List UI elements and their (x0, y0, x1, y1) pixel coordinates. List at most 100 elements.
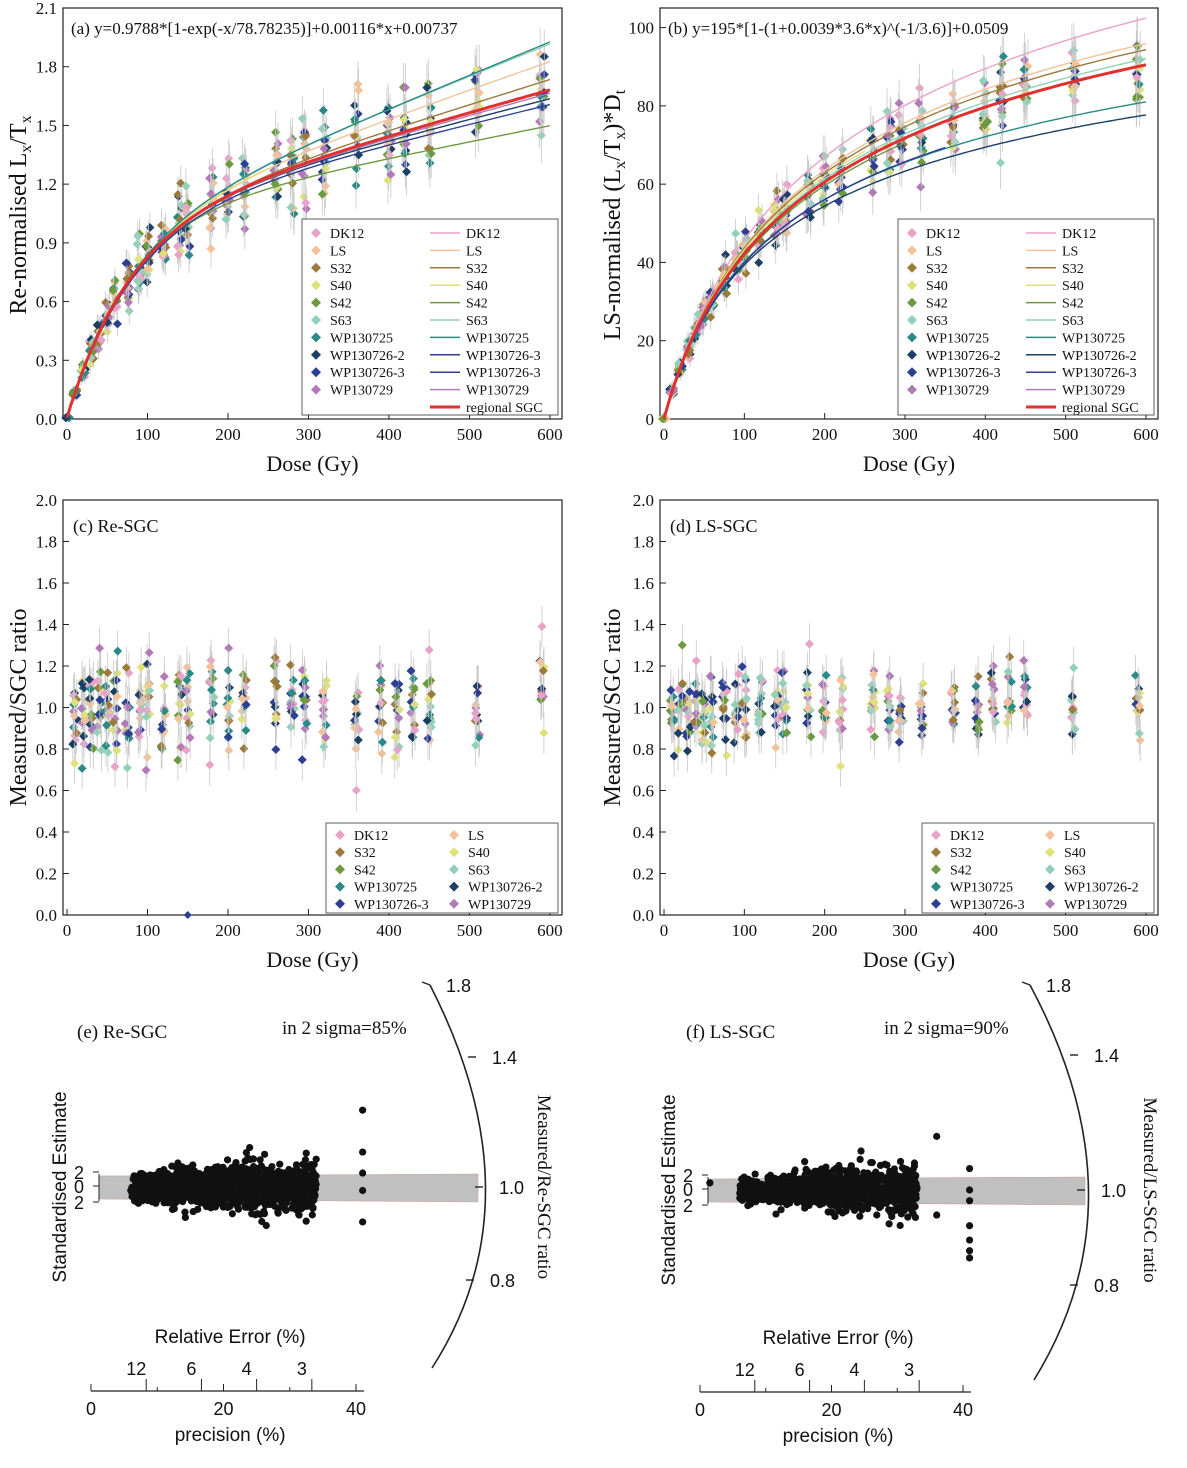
y-tick-label: 1.6 (633, 574, 654, 593)
regional-sgc-curve (662, 63, 1147, 420)
data-point-wp130726-2 (673, 728, 683, 738)
data-point-ls (803, 704, 813, 714)
data-point-dk12 (1132, 72, 1142, 82)
panel-title: (e) Re-SGC (77, 1022, 167, 1043)
data-point-s32 (718, 705, 728, 715)
data-point-wp130726-2 (721, 250, 731, 260)
data-point (777, 1206, 785, 1214)
y-tick-label: 2.0 (633, 491, 654, 510)
data-point (266, 1198, 275, 1206)
data-point-wp130726-2 (741, 705, 751, 715)
data-point-wp130726-3 (708, 697, 718, 707)
x-tick-label: 100 (135, 921, 161, 940)
data-point-wp130726-2 (472, 681, 482, 691)
legend-label: WP130725 (354, 881, 417, 896)
data-point-wp130725 (425, 158, 435, 168)
data-point-s63 (141, 712, 151, 722)
y-tick-label: 1.4 (36, 616, 58, 635)
data-point-s40 (754, 205, 764, 215)
data-point-s32 (895, 705, 905, 715)
arc-tick-label: 1.4 (492, 1048, 517, 1068)
left-axis-label: Standardised Estimate (50, 1091, 71, 1282)
y-axis-label: LS-normalised (Lx/Tx)*Dt (600, 89, 629, 340)
data-point-wp130726-2 (537, 684, 547, 694)
data-point-wp130729 (916, 182, 926, 192)
data-point-s32 (103, 700, 113, 710)
data-point (165, 1193, 173, 1201)
data-point (228, 1210, 236, 1218)
fit-curve-s40 (66, 167, 269, 418)
data-point-wp130726-2 (92, 320, 102, 330)
legend-label: S63 (1062, 314, 1084, 329)
data-point-s40 (539, 728, 549, 738)
data-point (258, 1217, 266, 1226)
panel-d: 0 100 200 300 400 500 600 0.0 0.2 0.4 0.6 0.8 1.0 1.2… (600, 491, 1159, 972)
data-point-wp130726-3 (470, 75, 480, 85)
data-point (168, 1162, 176, 1170)
data-point-s63 (297, 114, 307, 124)
legend-label: S42 (1062, 297, 1084, 312)
y-tick-label: 0.6 (36, 782, 57, 801)
y-tick-label: 0.2 (633, 865, 654, 884)
data-point-s32 (741, 268, 751, 278)
x-tick-label: 400 (376, 425, 402, 444)
legend-label: S42 (330, 297, 352, 312)
ratio-arc-axis (429, 984, 487, 1369)
legend-label: WP130726-3 (466, 366, 541, 381)
data-point (276, 1191, 284, 1199)
fit-curve-ls (663, 42, 1147, 420)
panel-c: 0 100 200 300 400 500 600 0.0 0.2 0.4 0.6 0.8 1.0 1.2… (6, 491, 563, 972)
regional-sgc-curve (65, 88, 551, 419)
legend-label: S32 (354, 846, 376, 861)
left-tick-label: 2 (683, 1196, 693, 1216)
x-tick-label: 300 (892, 921, 918, 940)
data-point-wp130726-2 (685, 722, 695, 732)
data-point-s40 (410, 700, 420, 710)
data-point (181, 1208, 189, 1216)
legend-marker-wp130729 (907, 384, 917, 395)
data-point-ls (377, 749, 387, 759)
data-point-s40 (321, 681, 331, 691)
data-point-wp130729 (1019, 682, 1029, 692)
data-point (307, 1160, 315, 1169)
data-point-ls (709, 717, 719, 727)
x-tick-label: 200 (812, 425, 838, 444)
data-point-s42 (698, 696, 708, 706)
legend: DK12 LS S32 S40 S42 S63 WP130725 WP130726-2 WP13… (301, 218, 559, 416)
data-point-wp130725 (998, 51, 1008, 61)
data-points (127, 1106, 367, 1230)
data-point-wp130725 (113, 646, 123, 656)
legend-label: S32 (926, 262, 948, 277)
data-point (301, 1162, 309, 1170)
data-point-wp130729 (120, 719, 130, 729)
annotation: in 2 sigma=85% (282, 1018, 407, 1039)
legend-label: WP130725 (950, 881, 1013, 896)
data-point-ls (836, 675, 846, 685)
data-point-wp130726-2 (682, 746, 692, 756)
data-point-ls (272, 150, 282, 160)
data-point (213, 1165, 221, 1174)
legend-marker-s63 (311, 315, 321, 325)
data-point-wp130729 (996, 104, 1006, 114)
data-point-wp130726-3 (777, 668, 787, 678)
data-point (168, 1174, 176, 1182)
legend-label: S40 (1064, 846, 1086, 861)
y-axis-label-part: Re-normalised L (6, 153, 32, 315)
legend-label: LS (926, 244, 942, 259)
legend: DK12 LS S32 S40 S42 S63 WP130725 WP130726-2 WP13… (897, 218, 1155, 416)
data-point-s63 (753, 710, 763, 720)
legend-label: WP130725 (926, 331, 989, 346)
data-point (772, 1210, 780, 1218)
data-point-dk12 (536, 690, 546, 700)
legend-marker-wp130726-3 (335, 898, 345, 909)
legend-marker-s40 (1045, 847, 1055, 858)
x-tick-label: 200 (215, 921, 241, 940)
data-point-ls (353, 79, 363, 89)
data-point (217, 1171, 225, 1179)
data-point-wp130725 (241, 725, 251, 735)
legend-label: WP130726-2 (1062, 349, 1137, 364)
left-tick-label: 2 (74, 1193, 84, 1213)
data-point-dk12 (733, 725, 743, 735)
y-tick-label: 1.2 (36, 657, 57, 676)
